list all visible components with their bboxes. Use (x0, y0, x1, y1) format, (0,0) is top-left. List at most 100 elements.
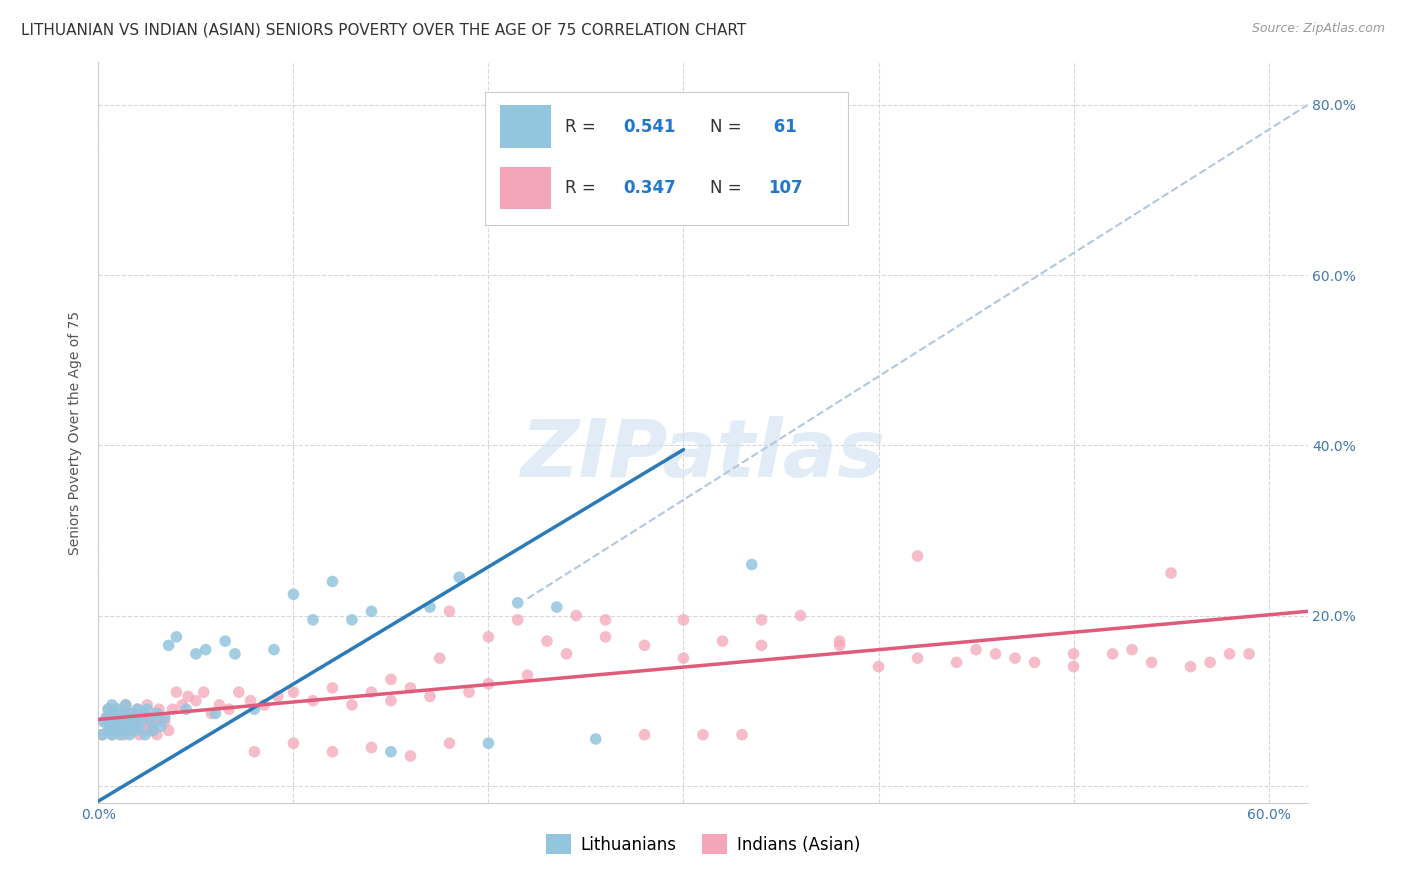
Point (132, 706, 155, 721)
Point (96, 711, 118, 725)
Point (136, 702, 159, 716)
Point (139, 714, 162, 729)
Point (477, 736, 499, 750)
Point (142, 723, 165, 738)
Point (419, 690, 441, 704)
Point (93, 714, 115, 729)
Text: Source: ZipAtlas.com: Source: ZipAtlas.com (1251, 22, 1385, 36)
Point (204, 706, 226, 721)
Point (98, 706, 121, 721)
Point (585, 731, 607, 746)
Point (148, 702, 170, 716)
Point (91, 728, 114, 742)
Point (93, 714, 115, 729)
Point (131, 714, 153, 729)
Point (672, 613, 695, 627)
Point (429, 651, 451, 665)
Point (380, 694, 402, 708)
Point (751, 639, 773, 653)
Point (439, 604, 461, 618)
Point (228, 685, 250, 699)
Point (122, 714, 145, 729)
Point (340, 698, 363, 712)
Point (134, 723, 156, 738)
Point (643, 170, 665, 185)
Point (114, 698, 136, 712)
Point (253, 698, 276, 712)
Point (157, 723, 180, 738)
Point (340, 613, 363, 627)
Point (907, 549, 929, 563)
Point (208, 698, 231, 712)
Point (112, 728, 135, 742)
Text: ZIPatlas: ZIPatlas (520, 416, 886, 494)
Point (128, 719, 150, 733)
Point (174, 702, 197, 716)
Point (1101, 647, 1123, 661)
Point (138, 719, 160, 733)
Point (184, 694, 207, 708)
Point (157, 639, 180, 653)
Point (439, 736, 461, 750)
Point (360, 604, 382, 618)
Point (117, 714, 139, 729)
Point (134, 728, 156, 742)
Point (107, 719, 129, 733)
Point (633, 728, 655, 742)
Point (101, 728, 124, 742)
Point (122, 711, 145, 725)
Point (1140, 656, 1163, 670)
Point (546, 600, 568, 615)
Point (302, 694, 325, 708)
Point (302, 613, 325, 627)
Point (194, 642, 217, 657)
Point (965, 642, 987, 657)
Point (283, 685, 305, 699)
Point (111, 714, 134, 729)
Point (91, 728, 114, 742)
Point (214, 634, 236, 648)
Point (731, 728, 754, 742)
Point (193, 685, 215, 699)
Point (243, 702, 266, 716)
Point (283, 587, 305, 601)
Point (633, 639, 655, 653)
Point (360, 740, 382, 755)
Point (139, 711, 162, 725)
Point (458, 685, 481, 699)
Point (907, 651, 929, 665)
Point (101, 698, 124, 712)
Point (1180, 659, 1202, 673)
Point (98, 719, 121, 733)
Point (103, 714, 125, 729)
Point (218, 702, 240, 716)
Point (1063, 647, 1085, 661)
Point (107, 702, 129, 716)
Point (1160, 566, 1182, 580)
Point (360, 685, 382, 699)
Y-axis label: Seniors Poverty Over the Age of 75: Seniors Poverty Over the Age of 75 (69, 310, 83, 555)
Point (104, 723, 127, 738)
Point (751, 613, 773, 627)
Point (108, 728, 131, 742)
Point (1024, 656, 1046, 670)
Point (165, 685, 187, 699)
Point (945, 656, 967, 670)
Point (97, 702, 120, 716)
Point (97, 723, 120, 738)
Point (321, 574, 343, 589)
Point (97, 702, 120, 716)
Legend: Lithuanians, Indians (Asian): Lithuanians, Indians (Asian) (538, 828, 868, 861)
Point (516, 668, 538, 682)
Point (124, 719, 146, 733)
Point (449, 570, 471, 584)
Text: LITHUANIAN VS INDIAN (ASIAN) SENIORS POVERTY OVER THE AGE OF 75 CORRELATION CHAR: LITHUANIAN VS INDIAN (ASIAN) SENIORS POV… (21, 22, 747, 37)
Point (399, 681, 422, 695)
Point (283, 736, 305, 750)
Point (868, 659, 890, 673)
Point (177, 690, 200, 704)
Point (107, 711, 129, 725)
Point (263, 642, 285, 657)
Point (142, 723, 165, 738)
Point (114, 698, 136, 712)
